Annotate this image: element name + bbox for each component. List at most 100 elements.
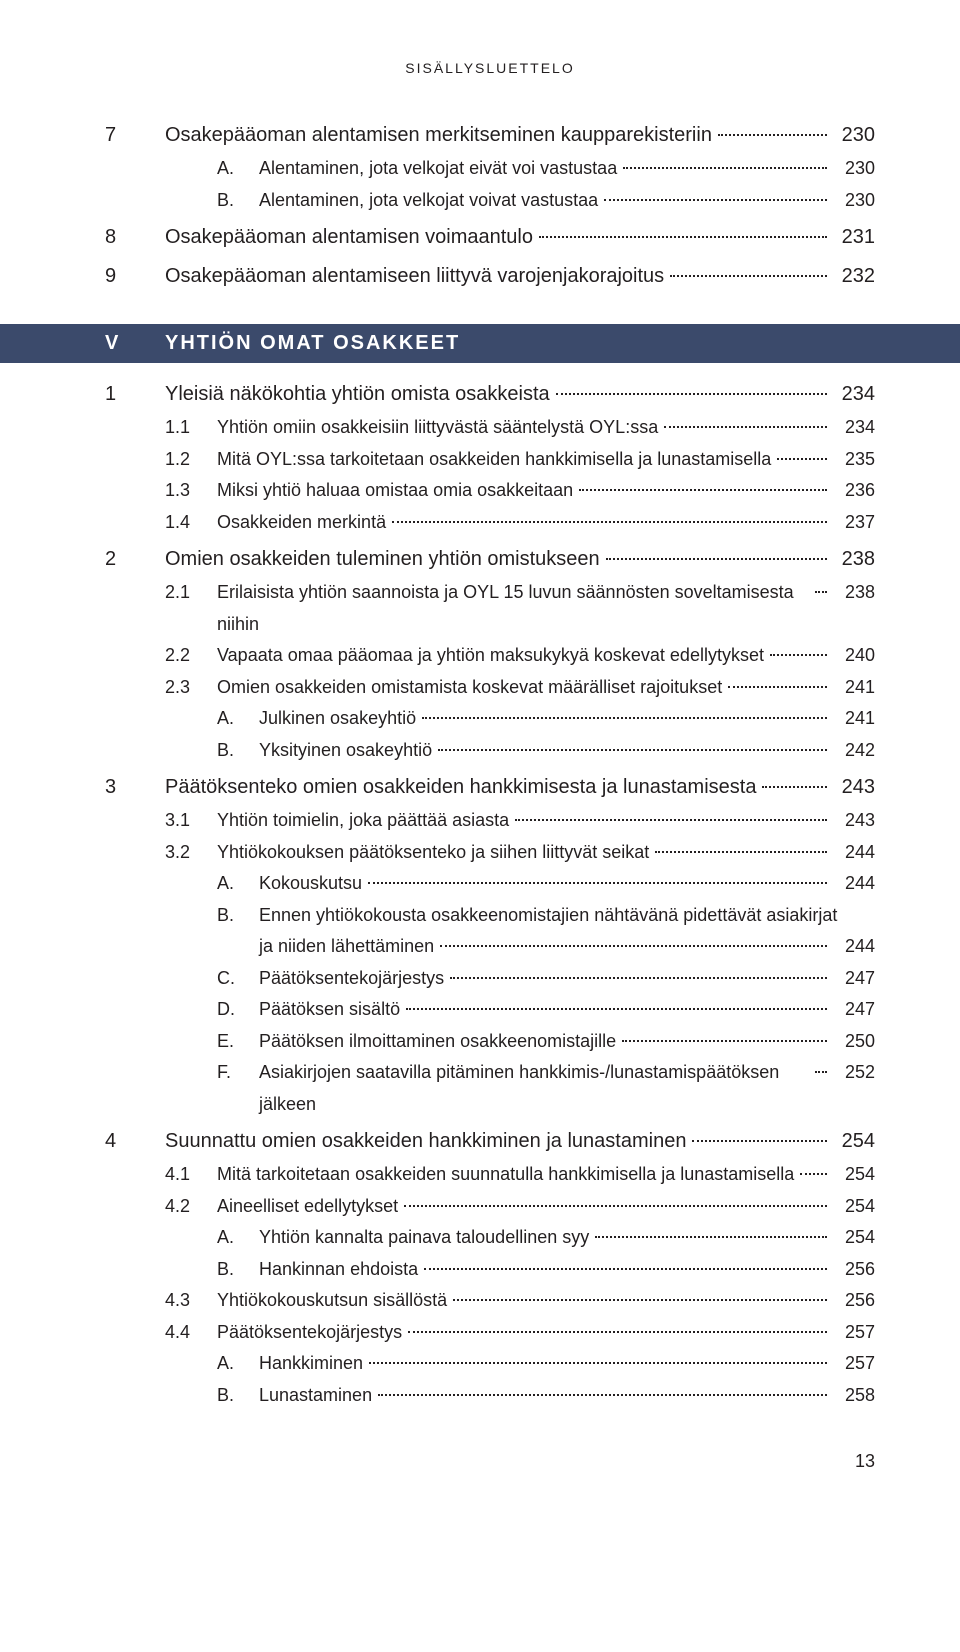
toc-leader [815, 591, 827, 593]
toc-num: 4.1 [165, 1159, 217, 1191]
toc-entry: 9Osakepääoman alentamiseen liittyvä varo… [105, 259, 875, 294]
toc-page: 256 [833, 1285, 875, 1317]
toc-text: Osakkeiden merkintä [217, 507, 386, 539]
toc-entry: 1.3Miksi yhtiö haluaa omistaa omia osakk… [105, 475, 875, 507]
toc-leader [655, 851, 827, 853]
toc-page: 234 [833, 412, 875, 444]
toc-page: 243 [833, 805, 875, 837]
toc-entry: 4.4Päätöksentekojärjestys257 [105, 1317, 875, 1349]
toc-entry: E.Päätöksen ilmoittaminen osakkeenomista… [105, 1026, 875, 1058]
toc-entry: 4.3Yhtiökokouskutsun sisällöstä256 [105, 1285, 875, 1317]
toc-text: Suunnattu omien osakkeiden hankkiminen j… [165, 1124, 686, 1159]
toc-text: Mitä OYL:ssa tarkoitetaan osakkeiden han… [217, 444, 771, 476]
toc-text: Päätöksen ilmoittaminen osakkeenomistaji… [259, 1026, 616, 1058]
toc-entry: 1.2Mitä OYL:ssa tarkoitetaan osakkeiden … [105, 444, 875, 476]
toc-entry: A.Julkinen osakeyhtiö 241 [105, 703, 875, 735]
toc-page: 254 [833, 1191, 875, 1223]
toc-entry: 8Osakepääoman alentamisen voimaantulo231 [105, 220, 875, 255]
toc-page: 235 [833, 444, 875, 476]
toc-page: 247 [833, 963, 875, 995]
toc-entry: 3Päätöksenteko omien osakkeiden hankkimi… [105, 770, 875, 805]
toc-entry: A.Hankkiminen257 [105, 1348, 875, 1380]
toc-entry: 4.2Aineelliset edellytykset254 [105, 1191, 875, 1223]
toc-entry: A.Yhtiön kannalta painava taloudellinen … [105, 1222, 875, 1254]
toc-leader [579, 489, 827, 491]
toc-text: Hankinnan ehdoista [259, 1254, 418, 1286]
toc-page: 247 [833, 994, 875, 1026]
toc-leader [777, 458, 827, 460]
toc-leader [800, 1173, 827, 1175]
toc-leader [404, 1205, 827, 1207]
toc-page: 240 [833, 640, 875, 672]
toc-num: 3 [105, 770, 165, 805]
toc-entry: A.Alentaminen, jota velkojat eivät voi v… [105, 153, 875, 185]
toc-text: Yhtiön toimielin, joka päättää asiasta [217, 805, 509, 837]
toc-page: 243 [833, 770, 875, 805]
toc-text: Alentaminen, jota velkojat eivät voi vas… [259, 153, 617, 185]
toc-text: Julkinen osakeyhtiö [259, 703, 416, 735]
toc-page: 252 [833, 1057, 875, 1089]
toc-text: Vapaata omaa pääomaa ja yhtiön maksukyky… [217, 640, 764, 672]
toc-leader [670, 275, 827, 277]
toc-entry: C.Päätöksentekojärjestys247 [105, 963, 875, 995]
toc-text: Omien osakkeiden omistamista koskevat mä… [217, 672, 722, 704]
toc-text: Päätöksentekojärjestys [217, 1317, 402, 1349]
toc-text: Päätöksenteko omien osakkeiden hankkimis… [165, 770, 756, 805]
toc-entry: B.Ennen yhtiökokousta osakkeenomistajien… [105, 900, 875, 932]
toc-entry: B.Yksityinen osakeyhtiö242 [105, 735, 875, 767]
toc-entry-continuation: ja niiden lähettäminen244 [105, 931, 875, 963]
toc-text: Kokouskutsu [259, 868, 362, 900]
toc-entry: 2.1Erilaisista yhtiön saannoista ja OYL … [105, 577, 875, 640]
toc-entry: 2Omien osakkeiden tuleminen yhtiön omist… [105, 542, 875, 577]
toc-entry: 2.2Vapaata omaa pääomaa ja yhtiön maksuk… [105, 640, 875, 672]
toc-num: A. [217, 703, 259, 735]
toc-entry: 7Osakepääoman alentamisen merkitseminen … [105, 118, 875, 153]
toc-page: 241 [833, 672, 875, 704]
toc-num: 9 [105, 259, 165, 294]
toc-page: 238 [833, 577, 875, 609]
toc-leader [440, 945, 827, 947]
toc-entry: A.Kokouskutsu244 [105, 868, 875, 900]
toc-page: 254 [833, 1159, 875, 1191]
toc-num: 3.1 [165, 805, 217, 837]
toc-leader [378, 1394, 827, 1396]
toc-leader [595, 1236, 827, 1238]
toc-entry: B.Hankinnan ehdoista 256 [105, 1254, 875, 1286]
toc-page: 254 [833, 1124, 875, 1159]
toc-text: Osakepääoman alentamisen merkitseminen k… [165, 118, 712, 153]
toc-page: 230 [833, 185, 875, 217]
toc-leader [368, 882, 827, 884]
toc-page: 258 [833, 1380, 875, 1412]
toc-num: E. [217, 1026, 259, 1058]
toc-num: B. [217, 1254, 259, 1286]
toc-leader [450, 977, 827, 979]
toc-entry: B.Alentaminen, jota velkojat voivat vast… [105, 185, 875, 217]
toc-leader [408, 1331, 827, 1333]
toc-num: A. [217, 1348, 259, 1380]
toc-entry: 1.4Osakkeiden merkintä237 [105, 507, 875, 539]
toc-leader [556, 393, 827, 395]
toc-leader [515, 819, 827, 821]
toc-num: 1.4 [165, 507, 217, 539]
toc-num: 7 [105, 118, 165, 153]
toc-num: 2 [105, 542, 165, 577]
toc-num: 4.3 [165, 1285, 217, 1317]
toc-num: 4 [105, 1124, 165, 1159]
toc-container: 7Osakepääoman alentamisen merkitseminen … [105, 118, 875, 1411]
toc-page: 238 [833, 542, 875, 577]
toc-num: 4.2 [165, 1191, 217, 1223]
toc-entry: 3.2Yhtiökokouksen päätöksenteko ja siihe… [105, 837, 875, 869]
toc-text: Asiakirjojen saatavilla pitäminen hankki… [259, 1057, 809, 1120]
toc-page: 257 [833, 1348, 875, 1380]
toc-leader [815, 1071, 827, 1073]
toc-page: 256 [833, 1254, 875, 1286]
toc-leader [424, 1268, 827, 1270]
toc-page: 241 [833, 703, 875, 735]
toc-leader [406, 1008, 827, 1010]
toc-page: 231 [833, 220, 875, 255]
toc-num: 1.3 [165, 475, 217, 507]
toc-page: 250 [833, 1026, 875, 1058]
toc-page: 232 [833, 259, 875, 294]
toc-num: B. [217, 1380, 259, 1412]
toc-num: 1 [105, 377, 165, 412]
